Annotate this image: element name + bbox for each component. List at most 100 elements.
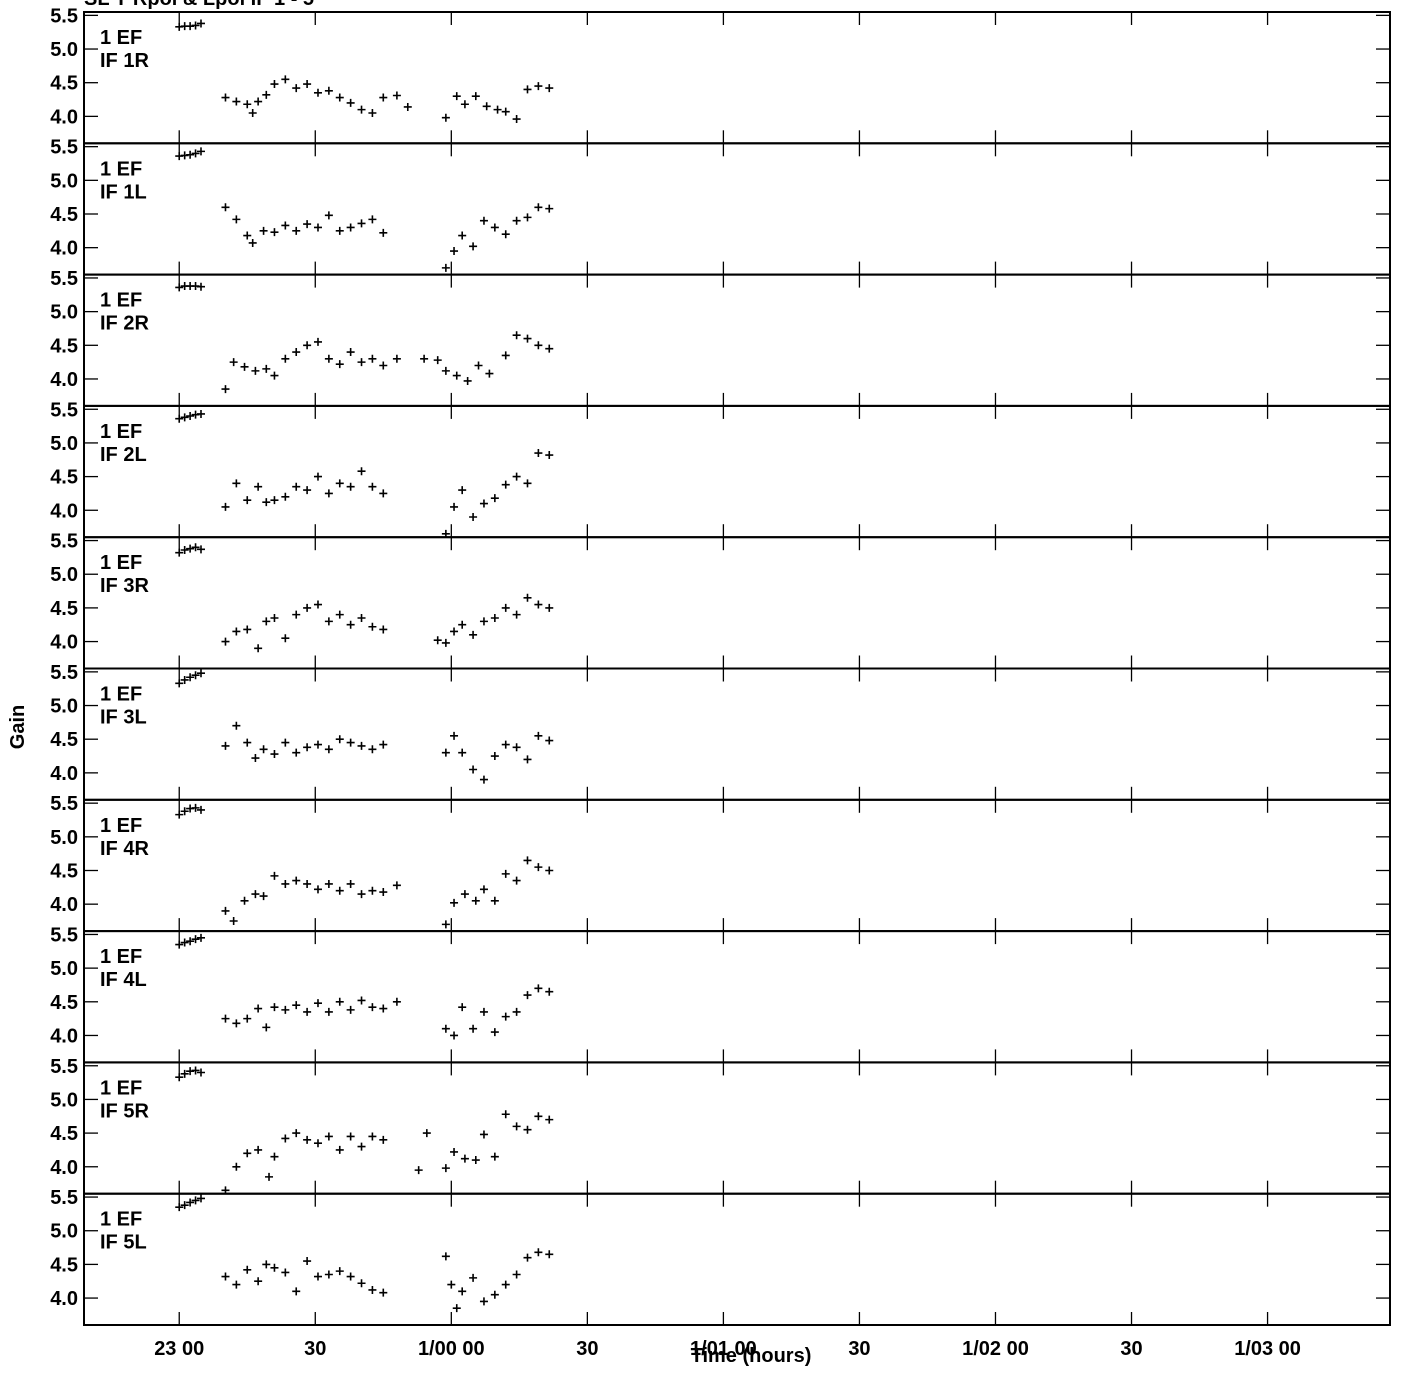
data-point	[175, 679, 184, 688]
data-point	[441, 366, 450, 375]
y-tick-label: 5.0	[50, 958, 78, 980]
data-point	[243, 625, 252, 634]
panel-points	[175, 1066, 554, 1195]
data-point	[469, 1273, 478, 1282]
data-point	[270, 496, 279, 505]
y-tick-label: 5.0	[50, 1221, 78, 1243]
data-point	[523, 856, 532, 865]
data-point	[379, 1004, 388, 1013]
data-point	[175, 548, 184, 557]
y-tick-label: 4.5	[50, 992, 78, 1014]
data-point	[368, 482, 377, 491]
data-point	[303, 80, 312, 89]
data-point	[512, 1007, 521, 1016]
data-point	[303, 603, 312, 612]
panel-points	[175, 409, 554, 538]
panel-label-antenna: 1 EF	[100, 946, 142, 968]
data-point	[313, 223, 322, 232]
data-point	[346, 738, 355, 747]
data-point	[447, 1280, 456, 1289]
y-tick-label: 4.5	[50, 1254, 78, 1276]
x-tick-label: 1/00 00	[418, 1338, 485, 1360]
panel-label-if: IF 2L	[100, 444, 147, 466]
data-point	[501, 603, 510, 612]
data-point	[281, 879, 290, 888]
data-point	[281, 1134, 290, 1143]
data-point	[422, 1129, 431, 1138]
data-point	[534, 863, 543, 872]
data-point	[324, 1007, 333, 1016]
data-point	[313, 600, 322, 609]
data-point	[303, 341, 312, 350]
data-point	[243, 100, 252, 109]
data-point	[357, 996, 366, 1005]
x-tick-label: 1/03 00	[1234, 1338, 1301, 1360]
data-point	[490, 752, 499, 761]
data-point	[534, 82, 543, 91]
data-point	[441, 263, 450, 272]
data-point	[357, 890, 366, 899]
data-point	[180, 675, 189, 684]
data-point	[469, 242, 478, 251]
data-point	[232, 627, 241, 636]
data-point	[379, 1135, 388, 1144]
panel-points	[175, 147, 554, 272]
data-point	[490, 1028, 499, 1037]
panel-points	[175, 933, 554, 1040]
y-tick-label: 4.5	[50, 1123, 78, 1145]
data-point	[175, 1203, 184, 1212]
data-point	[545, 866, 554, 875]
data-point	[357, 741, 366, 750]
data-point	[523, 479, 532, 488]
data-point	[281, 738, 290, 747]
data-point	[534, 341, 543, 350]
data-point	[191, 21, 200, 30]
y-tick-label: 5.0	[50, 564, 78, 586]
data-point	[346, 482, 355, 491]
data-point	[501, 1012, 510, 1021]
data-point	[221, 906, 230, 915]
data-point	[450, 502, 459, 511]
data-point	[303, 220, 312, 229]
data-point	[335, 360, 344, 369]
x-tick-label: 23 00	[154, 1338, 204, 1360]
panel-points	[175, 669, 554, 784]
panel-points	[175, 543, 554, 653]
data-point	[392, 91, 401, 100]
panel-frame	[83, 536, 1391, 670]
data-point	[186, 1198, 195, 1207]
panel-frame	[83, 11, 1391, 145]
data-point	[262, 90, 271, 99]
panel-label-if: IF 3R	[100, 575, 149, 597]
data-point	[490, 223, 499, 232]
data-point	[523, 334, 532, 343]
data-point	[545, 603, 554, 612]
data-point	[523, 213, 532, 222]
data-point	[534, 449, 543, 458]
data-point	[379, 93, 388, 102]
data-point	[512, 876, 521, 885]
data-point	[243, 1149, 252, 1158]
data-point	[346, 98, 355, 107]
data-point	[313, 740, 322, 749]
data-point	[243, 738, 252, 747]
x-tick-label: 1/01 00	[690, 1338, 757, 1360]
data-point	[523, 593, 532, 602]
data-point	[243, 1014, 252, 1023]
data-point	[379, 361, 388, 370]
data-point	[545, 204, 554, 213]
data-point	[368, 215, 377, 224]
data-point	[270, 614, 279, 622]
data-point	[479, 775, 488, 784]
data-point	[180, 807, 189, 816]
panel-label-if: IF 4L	[100, 969, 147, 991]
data-point	[262, 617, 271, 626]
data-point	[450, 247, 459, 256]
y-tick-label: 4.0	[50, 1025, 78, 1047]
data-point	[357, 467, 366, 476]
